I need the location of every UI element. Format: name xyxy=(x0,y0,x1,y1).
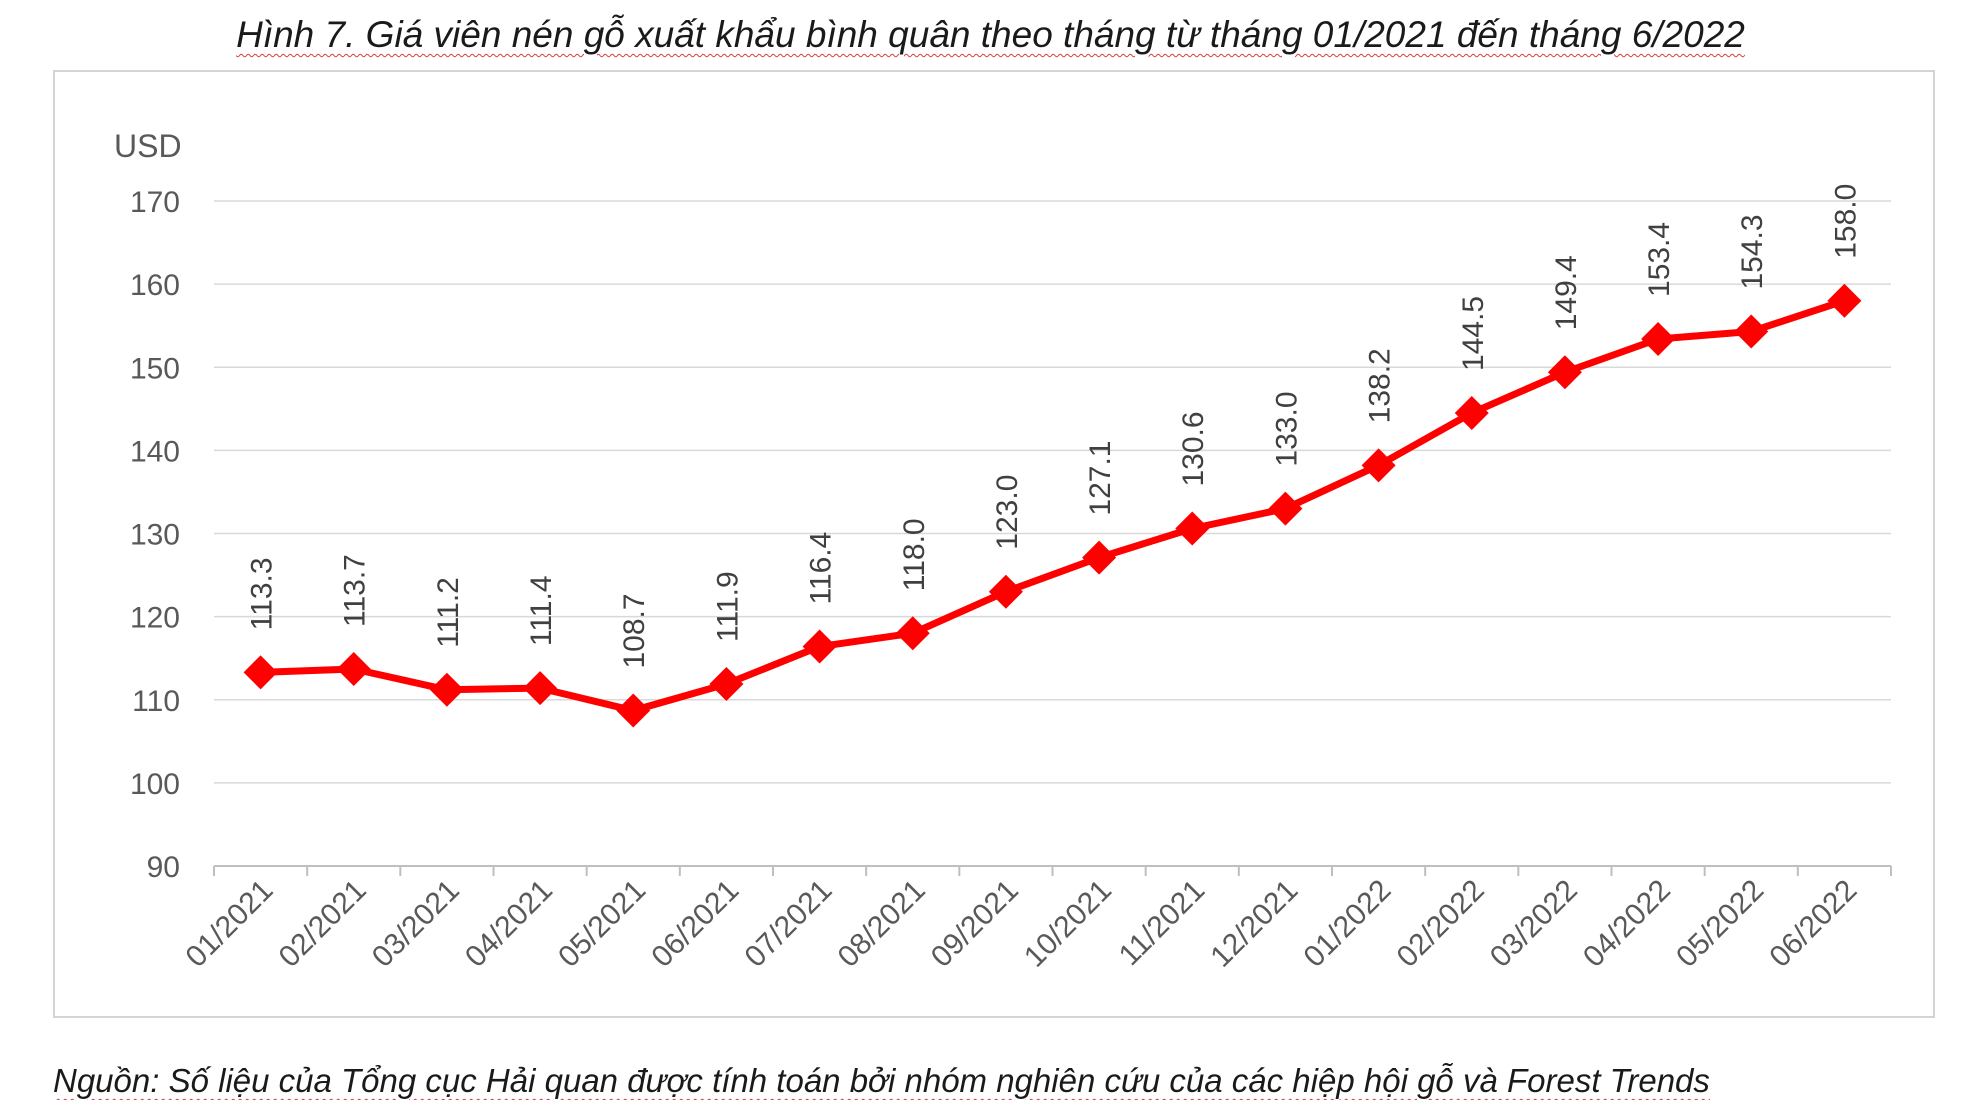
data-labels: 113.3 113.7 111.2 111.4 108.7 111.9 116.4 118.0… xyxy=(246,184,1863,669)
data-label: 127.1 xyxy=(1084,441,1117,516)
data-point-marker xyxy=(802,629,837,664)
data-label: 111.2 xyxy=(432,577,465,648)
y-tick-label: 100 xyxy=(130,768,180,801)
y-tick-label: 170 xyxy=(130,186,180,219)
y-tick-label: 140 xyxy=(130,435,180,468)
x-tick-label: 12/2021 xyxy=(1204,874,1304,974)
data-label: 138.2 xyxy=(1364,348,1397,423)
x-tick-label: 05/2022 xyxy=(1670,874,1770,974)
x-tick-label: 07/2021 xyxy=(739,874,839,974)
axes xyxy=(213,865,1892,876)
data-label: 144.5 xyxy=(1457,296,1490,371)
data-label: 118.0 xyxy=(898,518,931,591)
x-tick-label: 08/2021 xyxy=(832,874,932,974)
data-label: 113.3 xyxy=(246,557,279,630)
data-label: 130.6 xyxy=(1177,411,1210,486)
data-point-marker xyxy=(616,693,651,728)
data-label: 116.4 xyxy=(805,532,838,605)
x-tick-label: 10/2021 xyxy=(1018,874,1118,974)
x-tick-labels: 01/202102/202103/202104/202105/202106/20… xyxy=(180,874,1864,974)
data-label: 154.3 xyxy=(1736,214,1769,289)
data-point-marker xyxy=(1547,355,1582,390)
x-tick-label: 03/2021 xyxy=(366,874,466,974)
data-point-marker xyxy=(243,655,278,690)
data-point-marker xyxy=(709,666,744,701)
data-label: 158.0 xyxy=(1829,184,1862,259)
series-line xyxy=(257,297,1848,715)
y-tick-labels: 90 100 110 120 130 140 150 160 170 xyxy=(130,186,180,884)
data-label: 108.7 xyxy=(618,593,651,668)
data-point-marker xyxy=(1082,540,1117,575)
y-axis-label: USD xyxy=(114,128,182,164)
x-tick-label: 06/2022 xyxy=(1763,874,1863,974)
x-tick-label: 01/2022 xyxy=(1298,874,1398,974)
y-tick-label: 120 xyxy=(130,602,180,635)
data-point-marker xyxy=(1641,321,1676,356)
x-tick-label: 04/2022 xyxy=(1577,874,1677,974)
x-tick-label: 01/2021 xyxy=(180,874,280,974)
series-polyline xyxy=(257,297,1848,715)
data-point-marker xyxy=(336,651,371,686)
x-tick-label: 11/2021 xyxy=(1113,874,1211,972)
x-tick-label: 02/2022 xyxy=(1391,874,1491,974)
data-label: 153.4 xyxy=(1643,222,1676,297)
data-label: 111.4 xyxy=(525,575,558,646)
data-label: 113.7 xyxy=(339,554,372,627)
y-tick-label: 150 xyxy=(130,352,180,385)
source-note: Nguồn: Số liệu của Tổng cục Hải quan đượ… xyxy=(53,1062,1710,1100)
gridlines xyxy=(214,200,1891,784)
chart-frame xyxy=(53,70,1935,1018)
chart-title-text: Hình 7. Giá viên nén gỗ xuất khẩu bình q… xyxy=(236,14,1745,55)
x-tick-label: 05/2021 xyxy=(552,874,652,974)
data-point-marker xyxy=(1827,283,1862,318)
data-label: 111.9 xyxy=(711,571,744,642)
data-label: 123.0 xyxy=(991,475,1024,550)
data-point-marker xyxy=(1268,491,1303,526)
data-point-marker xyxy=(429,672,464,707)
data-point-marker xyxy=(523,671,558,706)
data-point-marker xyxy=(1734,314,1769,349)
x-tick-label: 02/2021 xyxy=(273,874,373,974)
x-tick-label: 06/2021 xyxy=(645,874,745,974)
data-markers xyxy=(243,283,1862,728)
x-tick-label: 04/2021 xyxy=(459,874,559,974)
data-point-marker xyxy=(895,616,930,651)
data-point-marker xyxy=(988,574,1023,609)
data-label: 149.4 xyxy=(1550,255,1583,330)
data-label: 133.0 xyxy=(1270,391,1303,466)
x-tick-label: 09/2021 xyxy=(925,874,1025,974)
data-point-marker xyxy=(1361,448,1396,483)
source-note-text: Nguồn: Số liệu của Tổng cục Hải quan đượ… xyxy=(53,1062,1710,1099)
x-tick-label: 03/2022 xyxy=(1484,874,1584,974)
data-point-marker xyxy=(1175,511,1210,546)
y-tick-label: 130 xyxy=(130,519,180,552)
data-point-marker xyxy=(1454,395,1489,430)
y-tick-label: 160 xyxy=(130,269,180,302)
y-tick-label: 110 xyxy=(132,685,180,718)
y-tick-label: 90 xyxy=(147,851,180,884)
chart-title: Hình 7. Giá viên nén gỗ xuất khẩu bình q… xyxy=(0,14,1981,56)
